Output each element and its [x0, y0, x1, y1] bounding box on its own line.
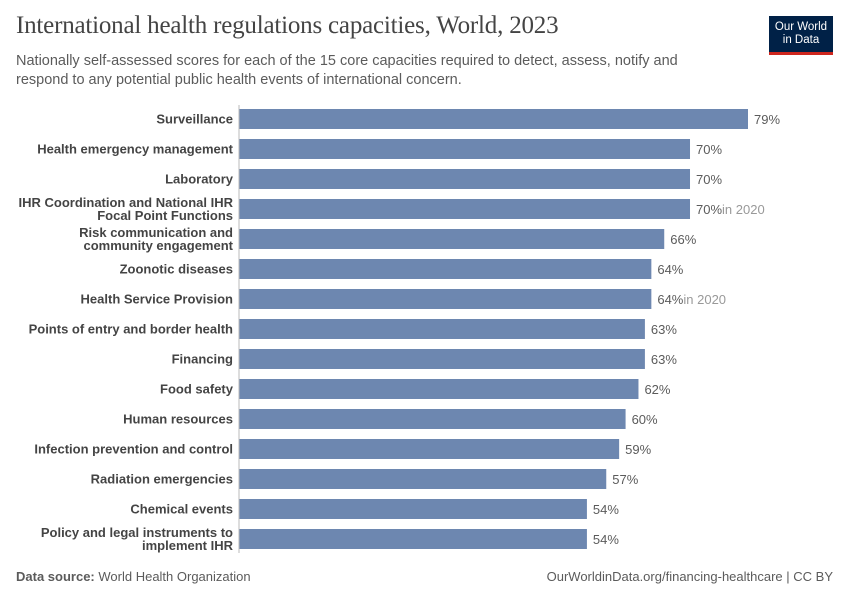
chart-title: International health regulations capacit… [16, 12, 559, 39]
value-label: 64%in 2020 [657, 292, 726, 307]
year-note: in 2020 [683, 292, 726, 307]
bar [239, 409, 626, 429]
value-label: 70%in 2020 [696, 202, 765, 217]
logo-line2: in Data [782, 34, 820, 46]
value-label: 62% [644, 382, 670, 397]
value-label: 60% [632, 412, 658, 427]
bar [239, 289, 652, 309]
category-label: Surveillance [156, 112, 233, 127]
value-label: 54% [593, 532, 619, 547]
category-label: Food safety [160, 382, 234, 397]
value-label: 63% [651, 352, 677, 367]
category-label: Focal Point Functions [97, 208, 233, 223]
bar [239, 259, 652, 279]
category-label: Health emergency management [37, 142, 233, 157]
data-source-label: Data source: [16, 569, 95, 584]
owid-logo[interactable]: Our World in Data [769, 16, 833, 55]
value-label: 66% [670, 232, 696, 247]
category-label: Human resources [123, 412, 233, 427]
bar [239, 109, 748, 129]
value-label: 59% [625, 442, 651, 457]
category-label: Radiation emergencies [91, 472, 233, 487]
category-label: IHR Coordination and National IHR [19, 195, 234, 210]
category-label: Health Service Provision [81, 292, 234, 307]
bar [239, 139, 691, 159]
value-label: 70% [696, 142, 722, 157]
value-label: 79% [754, 112, 780, 127]
category-label: implement IHR [142, 538, 234, 553]
footer-url[interactable]: OurWorldinData.org/financing-healthcare … [546, 569, 833, 584]
bar [239, 349, 645, 369]
value-label: 70% [696, 172, 722, 187]
category-label: Zoonotic diseases [120, 262, 233, 277]
bar [239, 229, 665, 249]
category-label: Laboratory [165, 172, 234, 187]
category-label: Points of entry and border health [29, 322, 233, 337]
category-label: community engagement [83, 238, 233, 253]
bar [239, 319, 645, 339]
data-source-value[interactable]: World Health Organization [98, 569, 251, 584]
bar [239, 469, 607, 489]
bar [239, 199, 691, 219]
category-label: Risk communication and [79, 225, 233, 240]
category-label: Financing [172, 352, 233, 367]
value-label: 57% [612, 472, 638, 487]
bar [239, 439, 620, 459]
bar [239, 379, 639, 399]
bar [239, 529, 587, 549]
category-label: Chemical events [130, 502, 233, 517]
chart-subtitle: Nationally self-assessed scores for each… [16, 53, 678, 88]
bar [239, 499, 587, 519]
category-label: Infection prevention and control [34, 442, 233, 457]
data-source: Data source: World Health Organization [16, 569, 251, 584]
value-label: 64% [657, 262, 683, 277]
value-label: 54% [593, 502, 619, 517]
category-label: Policy and legal instruments to [41, 525, 233, 540]
bar [239, 169, 691, 189]
logo-line1: Our World [774, 21, 828, 33]
year-note: in 2020 [722, 202, 765, 217]
value-label: 63% [651, 322, 677, 337]
